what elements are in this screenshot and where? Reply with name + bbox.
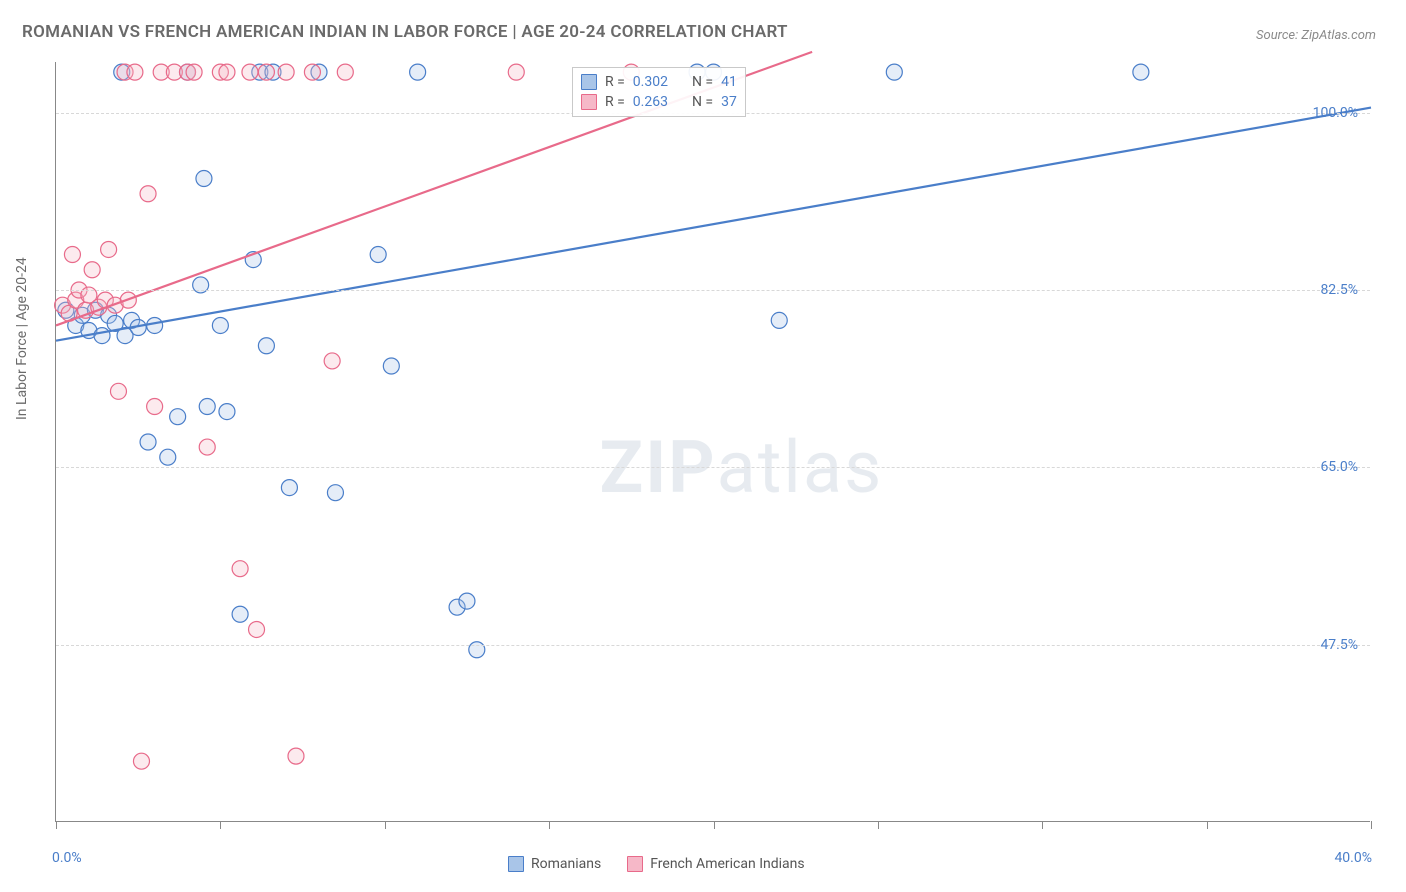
y-tick-label: 82.5% — [1320, 282, 1358, 298]
data-point — [101, 241, 117, 257]
x-tick — [1207, 821, 1208, 829]
data-point — [219, 404, 235, 420]
legend-item: French American Indians — [627, 856, 804, 872]
data-point — [196, 171, 212, 187]
data-point — [219, 64, 235, 80]
data-point — [278, 64, 294, 80]
data-point — [281, 480, 297, 496]
data-point — [199, 439, 215, 455]
x-min-label: 0.0% — [52, 850, 82, 866]
y-tick-label: 65.0% — [1320, 459, 1358, 475]
gridline — [56, 645, 1370, 646]
x-tick — [220, 821, 221, 829]
data-point — [133, 753, 149, 769]
data-point — [383, 358, 399, 374]
data-point — [199, 399, 215, 415]
x-tick — [1042, 821, 1043, 829]
stat-r-value: 0.263 — [633, 94, 668, 110]
legend-swatch — [581, 94, 597, 110]
data-point — [232, 561, 248, 577]
data-point — [147, 399, 163, 415]
legend-item: Romanians — [508, 856, 601, 872]
legend-swatch — [627, 856, 643, 872]
chart-title: ROMANIAN VS FRENCH AMERICAN INDIAN IN LA… — [22, 22, 788, 42]
stat-r-label: R = — [605, 94, 625, 110]
data-point — [258, 64, 274, 80]
data-point — [771, 312, 787, 328]
x-tick — [385, 821, 386, 829]
data-point — [127, 64, 143, 80]
data-point — [84, 262, 100, 278]
scatter-svg — [56, 62, 1370, 821]
gridline — [56, 467, 1370, 468]
data-point — [110, 383, 126, 399]
data-point — [186, 64, 202, 80]
stat-r-label: R = — [605, 74, 625, 90]
legend-label: Romanians — [531, 856, 601, 872]
stat-r-value: 0.302 — [633, 74, 668, 90]
data-point — [886, 64, 902, 80]
data-point — [370, 247, 386, 263]
data-point — [459, 593, 475, 609]
x-tick — [56, 821, 57, 829]
stat-n-value: 37 — [721, 94, 737, 110]
series-legend: Romanians French American Indians — [508, 856, 805, 872]
stat-n-label: N = — [692, 94, 713, 110]
data-point — [140, 186, 156, 202]
data-point — [258, 338, 274, 354]
plot-area: ZIPatlas 47.5%65.0%82.5%100.0% — [55, 62, 1370, 822]
data-point — [242, 64, 258, 80]
x-max-label: 40.0% — [1334, 850, 1372, 866]
source-attribution: Source: ZipAtlas.com — [1256, 28, 1376, 43]
legend-swatch — [581, 74, 597, 90]
data-point — [327, 485, 343, 501]
data-point — [64, 247, 80, 263]
data-point — [232, 606, 248, 622]
gridline — [56, 290, 1370, 291]
x-tick — [878, 821, 879, 829]
data-point — [170, 409, 186, 425]
y-tick-label: 100.0% — [1313, 105, 1358, 121]
stats-row: R = 0.263 N = 37 — [581, 92, 737, 112]
x-tick — [1371, 821, 1372, 829]
stats-row: R = 0.302 N = 41 — [581, 72, 737, 92]
data-point — [94, 328, 110, 344]
data-point — [140, 434, 156, 450]
legend-label: French American Indians — [650, 856, 804, 872]
legend-swatch — [508, 856, 524, 872]
data-point — [304, 64, 320, 80]
data-point — [508, 64, 524, 80]
data-point — [249, 621, 265, 637]
data-point — [147, 317, 163, 333]
x-tick — [714, 821, 715, 829]
stat-n-label: N = — [692, 74, 713, 90]
regression-line — [56, 108, 1371, 341]
data-point — [212, 317, 228, 333]
stat-n-value: 41 — [721, 74, 737, 90]
x-tick — [549, 821, 550, 829]
y-axis-label: In Labor Force | Age 20-24 — [14, 257, 30, 420]
data-point — [160, 449, 176, 465]
data-point — [337, 64, 353, 80]
data-point — [410, 64, 426, 80]
stats-legend: R = 0.302 N = 41 R = 0.263 N = 37 — [572, 67, 746, 117]
data-point — [288, 748, 304, 764]
data-point — [1133, 64, 1149, 80]
data-point — [324, 353, 340, 369]
y-tick-label: 47.5% — [1320, 637, 1358, 653]
